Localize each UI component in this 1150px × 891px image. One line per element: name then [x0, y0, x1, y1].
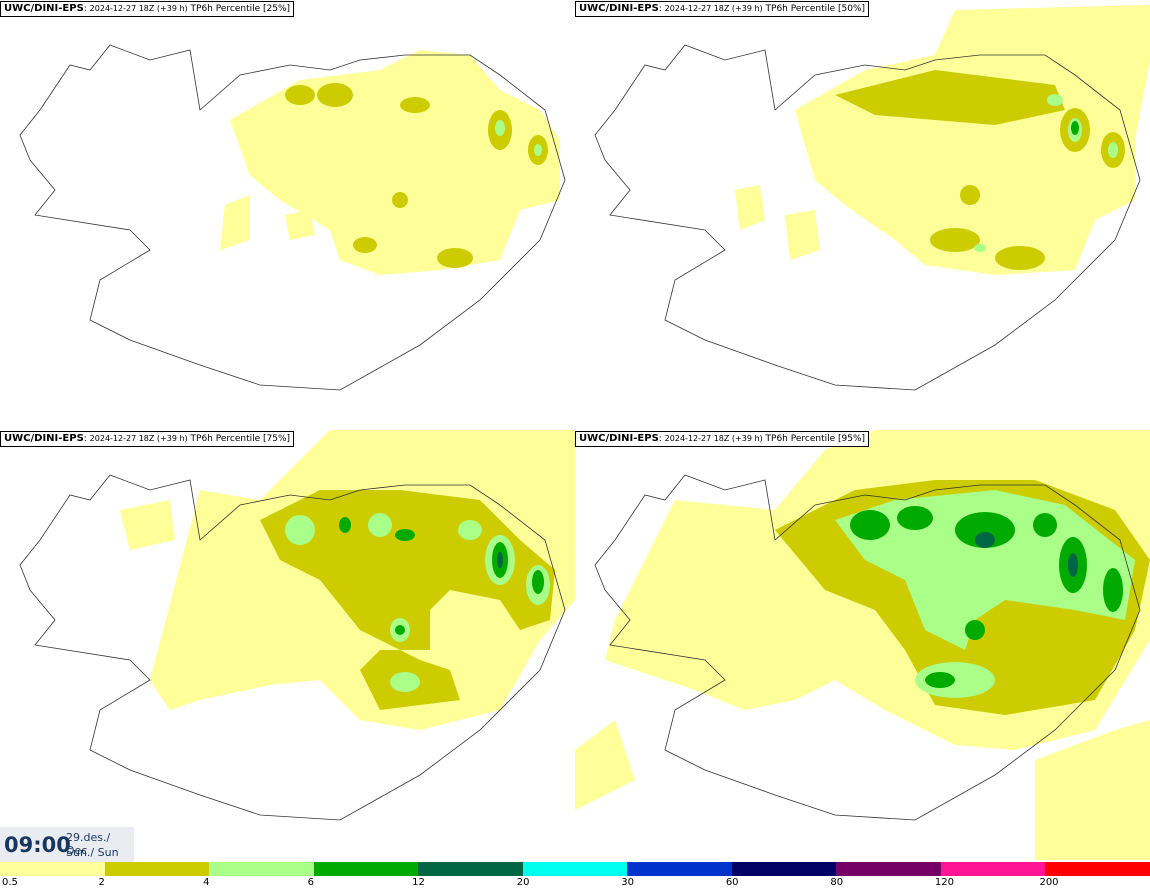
legend-swatch	[627, 862, 732, 876]
legend-swatch	[418, 862, 523, 876]
map-panel-p95: UWC/DINI-EPS: 2024-12-27 18Z (+39 h) TP6…	[575, 430, 1150, 860]
legend-tick-label: 0.5	[2, 877, 18, 888]
legend-ticks: 0.5 2 4 6 12 20 30 60 80 120 200	[0, 877, 1150, 891]
precip-map-p50	[594, 5, 1150, 391]
legend-tick-label: 80	[830, 877, 844, 888]
valid-time-box: 09:00 29.des./ Dec Sun./ Sun	[0, 827, 134, 863]
legend-tick-label: 6	[307, 877, 314, 888]
legend-tick-label: 2	[98, 877, 105, 888]
legend-tick-label: 4	[203, 877, 210, 888]
legend-tick-label: 20	[516, 877, 530, 888]
panel-title: UWC/DINI-EPS: 2024-12-27 18Z (+39 h) TP6…	[0, 1, 295, 17]
legend-tick-label: 30	[621, 877, 634, 888]
precip-map-p25	[19, 44, 566, 391]
precip-fields	[220, 50, 560, 275]
color-legend	[0, 862, 1150, 876]
panel-title: UWC/DINI-EPS: 2024-12-27 18Z (+39 h) TP6…	[575, 431, 870, 447]
legend-swatch	[209, 862, 314, 876]
legend-swatch	[104, 862, 210, 876]
map-panel-p25: UWC/DINI-EPS: 2024-12-27 18Z (+39 h) TP6…	[0, 0, 575, 430]
valid-date: 29.des./ Dec	[66, 831, 111, 857]
legend-swatch	[1045, 862, 1150, 876]
legend-tick-label: 120	[934, 877, 954, 888]
legend-tick-label: 60	[725, 877, 739, 888]
legend-tick-label: 12	[412, 877, 425, 888]
legend-swatch	[731, 862, 837, 876]
legend-swatch	[836, 862, 941, 876]
valid-time: 09:00	[4, 833, 71, 857]
legend-swatch	[940, 862, 1046, 876]
legend-tick-label: 200	[1039, 877, 1059, 888]
panel-title: UWC/DINI-EPS: 2024-12-27 18Z (+39 h) TP6…	[0, 431, 295, 447]
legend-swatch	[313, 862, 419, 876]
legend-swatch	[0, 862, 105, 876]
panel-title: UWC/DINI-EPS: 2024-12-27 18Z (+39 h) TP6…	[575, 1, 870, 17]
precip-map-p75	[19, 430, 575, 821]
coastline	[19, 44, 566, 391]
legend-swatch	[522, 862, 628, 876]
valid-day: Sun./ Sun	[66, 846, 119, 859]
map-panel-p75: UWC/DINI-EPS: 2024-12-27 18Z (+39 h) TP6…	[0, 430, 575, 860]
map-panel-p50: UWC/DINI-EPS: 2024-12-27 18Z (+39 h) TP6…	[575, 0, 1150, 430]
precip-map-p95	[575, 430, 1150, 860]
